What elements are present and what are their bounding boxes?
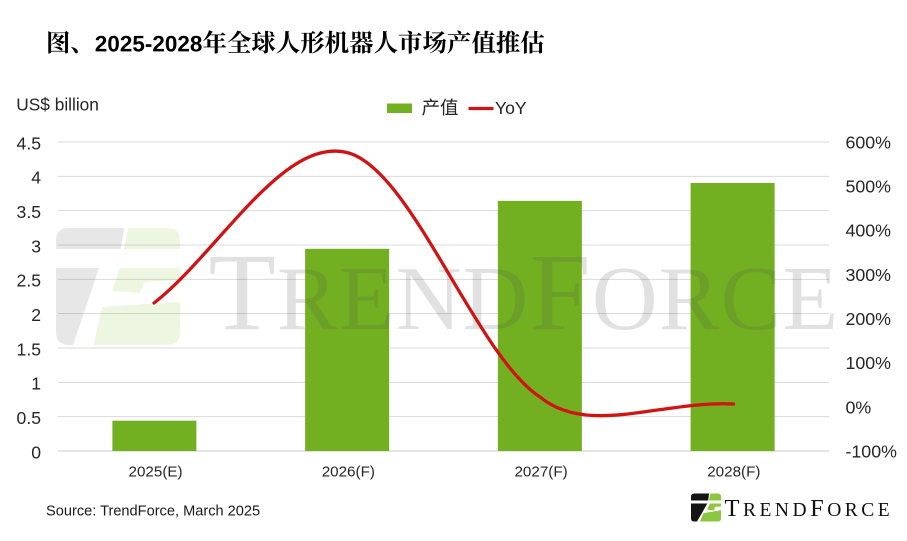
svg-text:1.5: 1.5 [17,339,42,359]
svg-text:400%: 400% [846,221,892,241]
svg-text:0: 0 [31,442,41,462]
svg-text:300%: 300% [846,265,892,285]
svg-text:1: 1 [31,374,41,394]
svg-text:Source: TrendForce, March 2025: Source: TrendForce, March 2025 [46,504,260,520]
svg-text:2: 2 [31,305,41,325]
svg-text:4.5: 4.5 [17,133,42,153]
svg-text:-100%: -100% [846,441,898,461]
svg-text:2.5: 2.5 [17,271,42,291]
svg-text:3.5: 3.5 [17,202,42,222]
svg-text:US$ billion: US$ billion [16,95,99,115]
svg-text:2027(F): 2027(F) [514,463,567,480]
svg-text:500%: 500% [846,177,892,197]
svg-text:2026(F): 2026(F) [322,463,375,480]
svg-text:TRENDFORCE: TRENDFORCE [209,231,840,353]
svg-text:TRENDFORCE: TRENDFORCE [725,495,894,522]
svg-text:4: 4 [31,168,41,188]
svg-text:2028(F): 2028(F) [707,463,760,480]
svg-text:600%: 600% [846,132,892,152]
svg-text:YoY: YoY [495,98,527,118]
svg-text:0.5: 0.5 [17,408,42,428]
svg-text:2025(E): 2025(E) [129,463,183,480]
svg-text:100%: 100% [846,353,892,373]
svg-text:3: 3 [31,236,41,256]
svg-text:0%: 0% [846,397,872,417]
svg-text:200%: 200% [846,309,892,329]
